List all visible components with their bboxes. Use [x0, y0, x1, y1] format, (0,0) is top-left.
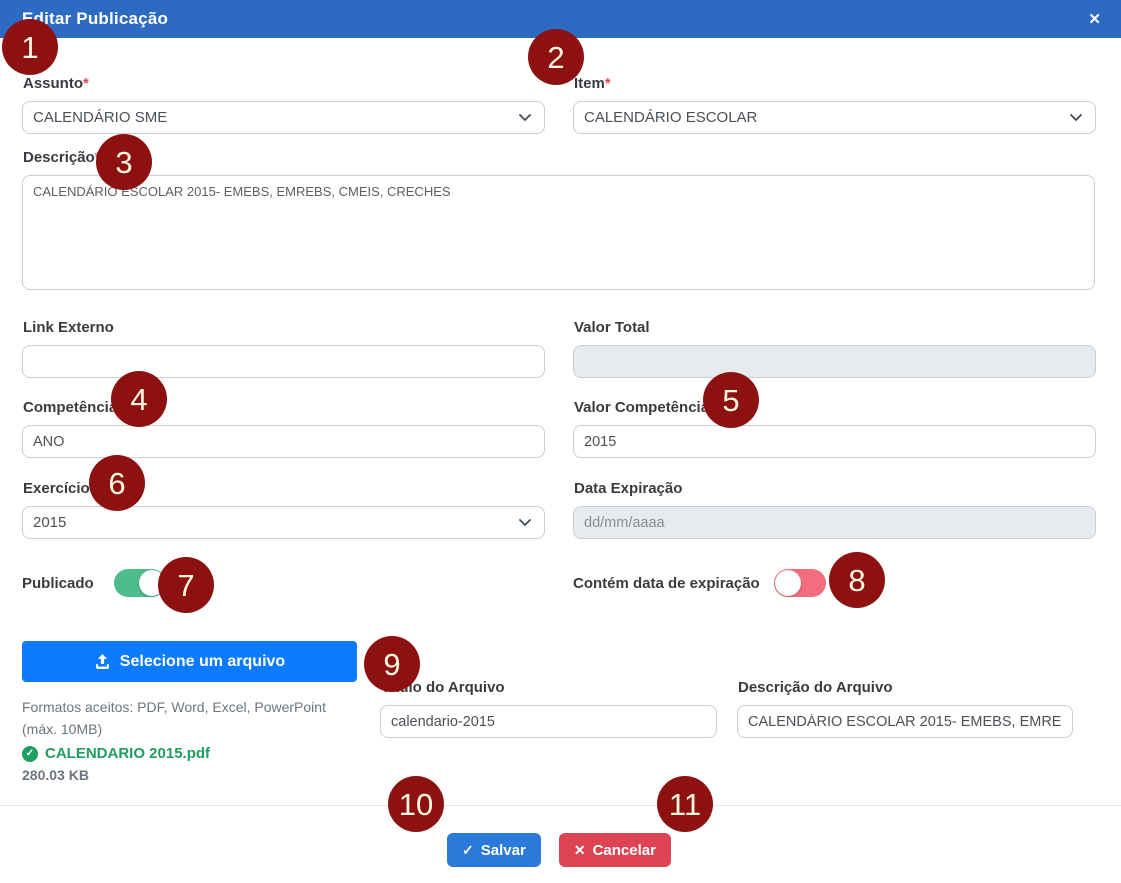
- descricao-arquivo-input[interactable]: [737, 705, 1073, 738]
- accepted-formats-hint: Formatos aceitos: PDF, Word, Excel, Powe…: [22, 699, 326, 737]
- required-asterisk: *: [83, 75, 89, 92]
- link-externo-label: Link Externo: [23, 319, 114, 336]
- valor-total-label: Valor Total: [574, 319, 650, 336]
- modal-footer: ✓ Salvar ✕ Cancelar: [22, 833, 1096, 867]
- required-asterisk: *: [604, 75, 611, 92]
- item-select[interactable]: CALENDÁRIO ESCOLAR: [573, 101, 1096, 134]
- valor-competencia-input[interactable]: [573, 425, 1096, 458]
- annotation-badge-10: 10: [388, 776, 444, 832]
- modal-body: Assunto* CALENDÁRIO SME Item* CALENDÁRIO…: [0, 38, 1121, 867]
- cancel-button[interactable]: ✕ Cancelar: [558, 833, 671, 867]
- competencia-input[interactable]: [22, 425, 545, 458]
- annotation-badge-1: 1: [2, 19, 58, 75]
- publicado-toggle[interactable]: [113, 569, 166, 597]
- chevron-down-icon: [519, 114, 531, 122]
- annotation-badge-2: 2: [528, 29, 584, 85]
- annotation-badge-9: 9: [364, 636, 420, 692]
- contem-data-expiracao-toggle[interactable]: [773, 569, 826, 597]
- descricao-arquivo-label: Descrição do Arquivo: [738, 679, 893, 696]
- chevron-down-icon: [1070, 114, 1082, 122]
- exercicio-select[interactable]: 2015: [22, 506, 545, 539]
- publicado-label: Publicado: [22, 574, 94, 592]
- titulo-arquivo-input[interactable]: [380, 705, 717, 738]
- descricao-label: Descrição*: [23, 149, 1096, 167]
- contem-data-expiracao-label: Contém data de expiração: [573, 574, 760, 592]
- check-circle-icon: ✓: [22, 745, 38, 762]
- close-icon[interactable]: ✕: [1088, 10, 1101, 28]
- annotation-badge-5: 5: [703, 372, 759, 428]
- data-expiracao-label: Data Expiração: [574, 480, 683, 497]
- check-icon: ✓: [462, 841, 474, 858]
- item-selected-value: CALENDÁRIO ESCOLAR: [584, 109, 758, 126]
- data-expiracao-input: [573, 506, 1096, 539]
- footer-divider: [0, 805, 1121, 806]
- upload-icon: [95, 653, 109, 669]
- valor-competencia-label: Valor Competência: [574, 399, 710, 416]
- annotation-badge-11: 11: [657, 776, 713, 832]
- uploaded-file-size: 280.03 KB: [22, 767, 89, 783]
- uploaded-file-name[interactable]: CALENDARIO 2015.pdf: [45, 745, 211, 762]
- exercicio-selected-value: 2015: [33, 514, 67, 531]
- annotation-badge-6: 6: [89, 455, 145, 511]
- item-label: Item*: [574, 75, 611, 92]
- descricao-textarea[interactable]: CALENDÁRIO ESCOLAR 2015- EMEBS, EMREBS, …: [22, 175, 1095, 290]
- annotation-badge-8: 8: [829, 552, 885, 608]
- link-externo-input[interactable]: [22, 345, 545, 378]
- annotation-badge-3: 3: [96, 134, 152, 190]
- save-button[interactable]: ✓ Salvar: [447, 833, 541, 867]
- save-button-label: Salvar: [480, 841, 526, 859]
- select-file-label: Selecione um arquivo: [119, 652, 286, 670]
- competencia-label: Competência*: [23, 399, 545, 417]
- cancel-button-label: Cancelar: [592, 841, 656, 859]
- modal-title: Editar Publicação: [22, 9, 169, 28]
- annotation-badge-4: 4: [111, 371, 167, 427]
- valor-total-input: [573, 345, 1096, 378]
- assunto-selected-value: CALENDÁRIO SME: [33, 109, 168, 126]
- titulo-arquivo-label: Título do Arquivo: [381, 679, 505, 696]
- chevron-down-icon: [519, 519, 531, 527]
- x-icon: ✕: [573, 841, 586, 858]
- assunto-label: Assunto*: [23, 75, 89, 92]
- select-file-button[interactable]: Selecione um arquivo: [22, 641, 357, 682]
- annotation-badge-7: 7: [158, 557, 214, 613]
- assunto-select[interactable]: CALENDÁRIO SME: [22, 101, 545, 134]
- toggle-knob: [774, 570, 801, 596]
